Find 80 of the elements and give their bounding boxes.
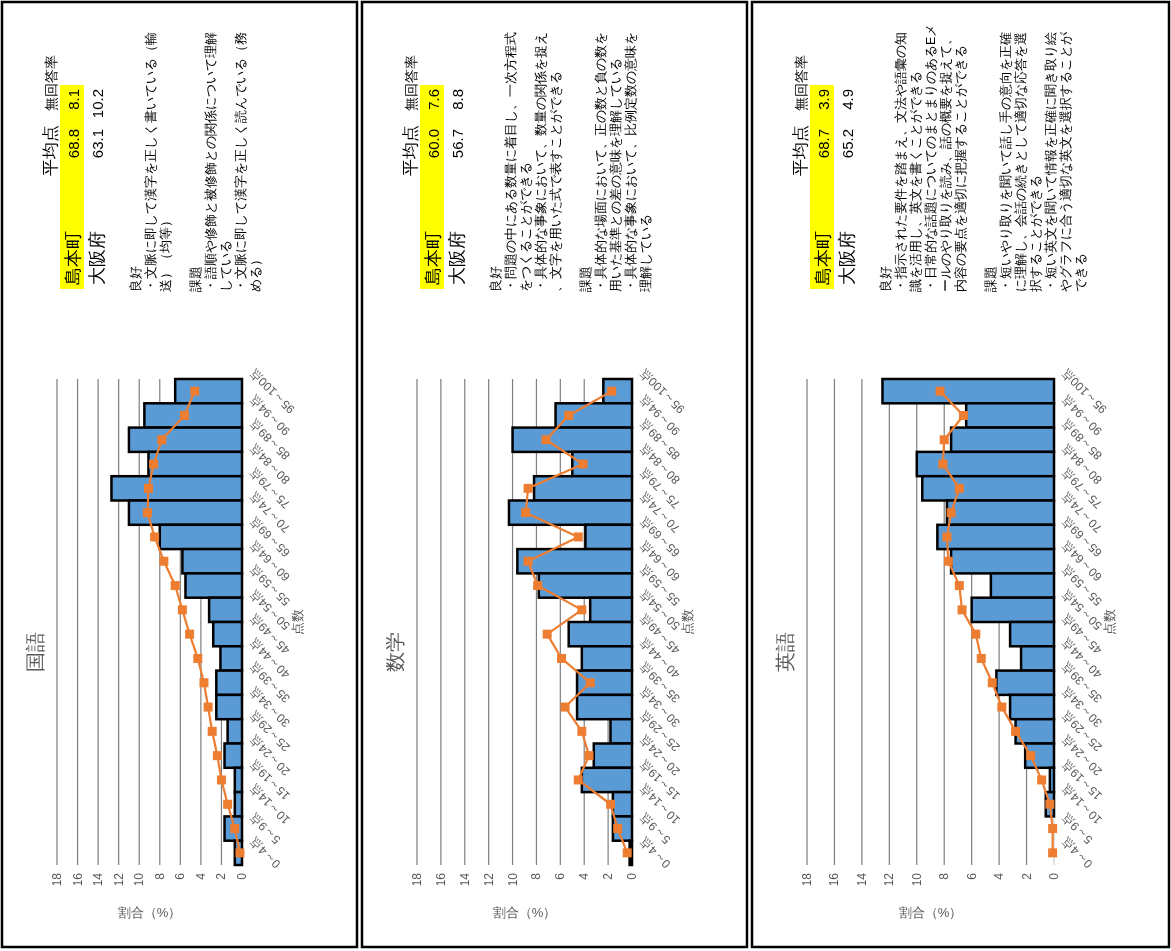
text: ・文脈に即して漢字を正しく読んでいる（務める） bbox=[233, 32, 263, 292]
x-tick-label: 8 bbox=[529, 872, 544, 880]
x-tick-label: 16 bbox=[827, 872, 842, 887]
text: 56.7 bbox=[449, 129, 466, 159]
text: 7.6 bbox=[425, 89, 442, 110]
text: ・指示された要件を踏まえ、文法や語彙の知識を活用し、英文を書くことができる bbox=[894, 32, 923, 292]
text: 68.7 bbox=[815, 129, 832, 159]
x-tick-label: 10 bbox=[909, 872, 924, 887]
text: 大阪府 bbox=[87, 231, 107, 285]
y-axis-title: 点数 bbox=[1102, 609, 1117, 635]
x-tick-label: 12 bbox=[882, 872, 897, 887]
text: 8.8 bbox=[449, 89, 466, 110]
text: 良好 bbox=[879, 266, 893, 292]
x-tick-label: 8 bbox=[937, 872, 952, 880]
text: ・語順や修飾と被修飾との関係について理解している bbox=[204, 32, 233, 292]
x-tick-label: 4 bbox=[577, 872, 592, 880]
x-tick-label: 12 bbox=[111, 872, 126, 887]
x-tick-label: 8 bbox=[152, 872, 167, 880]
x-tick-label: 16 bbox=[433, 872, 448, 887]
text: 大阪府 bbox=[447, 231, 467, 285]
text: 島本町 bbox=[423, 231, 443, 285]
x-axis-title: 割合（%） bbox=[898, 905, 963, 920]
text: 3.9 bbox=[815, 89, 832, 110]
text: 平均点 bbox=[401, 125, 420, 176]
text: 68.8 bbox=[65, 129, 82, 159]
text: ・短いやり取りを聞いて話し手の意向を正確に理解し、会話の続きとして適切な応答を選択することができる bbox=[999, 32, 1043, 292]
x-tick-label: 18 bbox=[410, 872, 424, 887]
x-tick-label: 18 bbox=[50, 872, 64, 887]
text: 平均点 bbox=[791, 125, 810, 176]
text: 英語 bbox=[774, 632, 796, 672]
x-tick-label: 10 bbox=[505, 872, 520, 887]
y-axis-title: 点数 bbox=[680, 609, 695, 635]
x-tick-label: 0 bbox=[625, 872, 639, 880]
text: 無回答率 bbox=[43, 55, 59, 111]
text: 課題 bbox=[189, 266, 203, 292]
x-tick-label: 12 bbox=[481, 872, 496, 887]
x-tick-label: 4 bbox=[992, 872, 1007, 880]
text: 課題 bbox=[579, 266, 593, 292]
y-axis-title: 点数 bbox=[290, 609, 305, 635]
text: ・具体的な事象において、比例定数の意味を理解している bbox=[624, 32, 653, 292]
text: 良好 bbox=[129, 266, 143, 292]
x-tick-label: 14 bbox=[91, 872, 106, 887]
text: 4.9 bbox=[839, 89, 856, 110]
x-tick-label: 4 bbox=[193, 872, 208, 880]
text: 10.2 bbox=[89, 89, 106, 119]
text: 平均点 bbox=[41, 125, 60, 176]
text: ・文脈に即して漢字を正しく書いている（輸送）（均等） bbox=[143, 32, 173, 292]
text: 島本町 bbox=[813, 231, 833, 285]
text: 8.1 bbox=[65, 89, 82, 110]
text: 大阪府 bbox=[837, 231, 857, 285]
text: ・具体的な事象において、数量の関係を捉え、文字を用いた式で表すことができる bbox=[534, 32, 563, 292]
text: 65.2 bbox=[839, 129, 856, 159]
text: 課題 bbox=[984, 266, 998, 292]
x-tick-label: 0 bbox=[1047, 872, 1061, 880]
text: 63.1 bbox=[89, 129, 106, 159]
text: ・日常的な話題についてのまとまりのあるEメールのやり取りを読み、話の概要を捉えて、内容の要点を適切に把握することができる bbox=[924, 23, 968, 292]
text: 無回答率 bbox=[793, 55, 809, 111]
x-tick-label: 6 bbox=[964, 872, 979, 880]
x-tick-label: 18 bbox=[800, 872, 814, 887]
x-tick-label: 2 bbox=[214, 872, 229, 880]
x-tick-label: 14 bbox=[457, 872, 472, 887]
text: 無回答率 bbox=[403, 55, 419, 111]
x-axis-title: 割合（%） bbox=[492, 905, 557, 920]
text: 数学 bbox=[384, 632, 406, 672]
x-axis-title: 割合（%） bbox=[117, 905, 182, 920]
text: ・具体的な場面において、正の数と負の数を用いた基準との差の意味を理解している bbox=[594, 32, 623, 292]
x-tick-label: 14 bbox=[854, 872, 869, 887]
text: 良好 bbox=[489, 266, 503, 292]
text: ・問題の中にある数量に着目し、一次方程式をつくることができる bbox=[503, 32, 533, 292]
text: 60.0 bbox=[425, 129, 442, 159]
x-tick-label: 6 bbox=[173, 872, 188, 880]
text: ・短い英文を聞いて情報を正確に聞き取り絵やグラフに合う適切な英文を選択することができる bbox=[1044, 31, 1088, 292]
x-tick-label: 10 bbox=[132, 872, 147, 887]
x-tick-label: 0 bbox=[235, 872, 249, 880]
text: 島本町 bbox=[63, 231, 83, 285]
x-tick-label: 2 bbox=[1019, 872, 1034, 880]
x-tick-label: 2 bbox=[601, 872, 616, 880]
text: 国語 bbox=[24, 632, 46, 672]
x-tick-label: 16 bbox=[70, 872, 85, 887]
x-tick-label: 6 bbox=[553, 872, 568, 880]
